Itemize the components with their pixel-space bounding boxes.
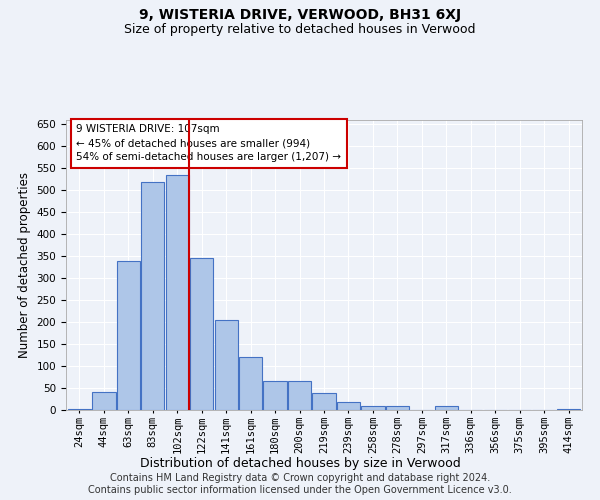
Bar <box>434 406 458 410</box>
Bar <box>361 406 385 410</box>
Bar <box>386 406 409 410</box>
Text: Contains HM Land Registry data © Crown copyright and database right 2024.
Contai: Contains HM Land Registry data © Crown c… <box>88 474 512 495</box>
Text: 9 WISTERIA DRIVE: 107sqm
← 45% of detached houses are smaller (994)
54% of semi-: 9 WISTERIA DRIVE: 107sqm ← 45% of detach… <box>76 124 341 162</box>
Text: 9, WISTERIA DRIVE, VERWOOD, BH31 6XJ: 9, WISTERIA DRIVE, VERWOOD, BH31 6XJ <box>139 8 461 22</box>
Text: Distribution of detached houses by size in Verwood: Distribution of detached houses by size … <box>140 458 460 470</box>
Bar <box>288 382 311 410</box>
Bar <box>166 175 189 410</box>
Bar <box>117 260 140 410</box>
Bar <box>313 394 335 410</box>
Bar <box>215 320 238 410</box>
Text: Size of property relative to detached houses in Verwood: Size of property relative to detached ho… <box>124 22 476 36</box>
Bar <box>263 382 287 410</box>
Bar <box>337 402 360 410</box>
Bar <box>190 258 214 410</box>
Bar <box>68 409 91 410</box>
Bar <box>557 409 580 410</box>
Bar <box>141 182 164 410</box>
Bar <box>239 358 262 410</box>
Y-axis label: Number of detached properties: Number of detached properties <box>18 172 31 358</box>
Bar <box>92 392 116 410</box>
